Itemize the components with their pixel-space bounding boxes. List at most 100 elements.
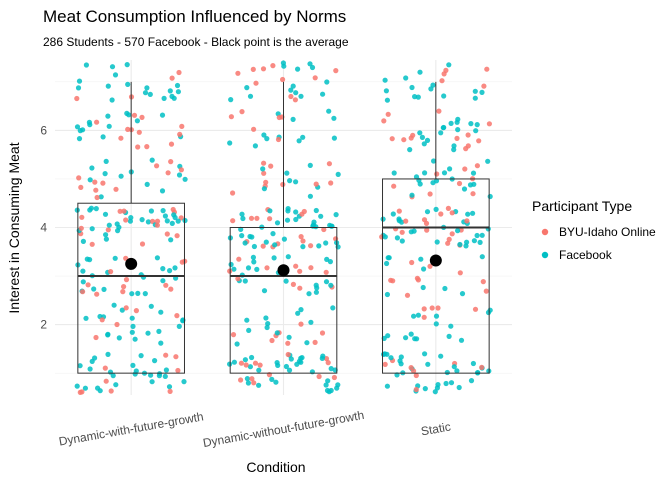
point-facebook <box>152 358 158 364</box>
point-facebook <box>459 291 466 297</box>
point-facebook <box>326 108 332 114</box>
point-facebook <box>313 289 319 295</box>
chart-title: Meat Consumption Influenced by Norms <box>43 7 346 26</box>
point-byu-idaho-online <box>435 305 441 311</box>
point-facebook <box>102 211 109 217</box>
point-byu-idaho-online <box>108 388 114 394</box>
point-facebook <box>160 278 166 284</box>
point-facebook <box>118 173 124 179</box>
point-facebook <box>441 124 447 131</box>
point-facebook <box>420 284 426 291</box>
point-facebook <box>272 242 278 248</box>
point-byu-idaho-online <box>413 386 419 393</box>
point-facebook <box>142 90 149 96</box>
point-facebook <box>106 222 112 228</box>
legend-label: BYU-Idaho Online <box>559 225 656 239</box>
point-facebook <box>422 170 428 176</box>
point-byu-idaho-online <box>326 161 332 167</box>
point-facebook <box>142 291 148 297</box>
point-facebook <box>425 361 431 367</box>
point-byu-idaho-online <box>167 388 173 394</box>
point-byu-idaho-online <box>288 93 294 100</box>
point-facebook <box>472 95 478 101</box>
point-facebook <box>75 85 82 91</box>
point-facebook <box>456 384 462 391</box>
point-facebook <box>110 373 116 379</box>
point-byu-idaho-online <box>154 218 161 224</box>
point-byu-idaho-online <box>396 208 402 214</box>
point-byu-idaho-online <box>389 136 395 142</box>
point-byu-idaho-online <box>252 360 259 366</box>
point-byu-idaho-online <box>312 339 318 345</box>
point-facebook <box>309 64 316 71</box>
point-facebook <box>382 234 388 240</box>
point-byu-idaho-online <box>261 160 267 166</box>
point-byu-idaho-online <box>424 227 430 233</box>
x-axis-label: Condition <box>246 459 305 475</box>
point-facebook <box>328 282 334 288</box>
point-facebook <box>384 97 390 103</box>
point-facebook <box>242 357 248 363</box>
legend-title: Participant Type <box>532 198 632 214</box>
point-byu-idaho-online <box>415 277 421 283</box>
point-facebook <box>285 254 291 260</box>
point-byu-idaho-online <box>290 281 296 287</box>
point-facebook <box>330 305 336 311</box>
point-byu-idaho-online <box>250 66 256 72</box>
x-tick-label: Dynamic-without-future-growth <box>202 408 365 450</box>
point-facebook <box>451 143 457 149</box>
point-facebook <box>283 278 289 284</box>
point-facebook <box>98 194 104 200</box>
point-facebook <box>468 121 474 127</box>
point-byu-idaho-online <box>228 114 234 120</box>
point-facebook <box>163 367 169 373</box>
point-facebook <box>485 158 491 164</box>
point-byu-idaho-online <box>321 226 327 233</box>
point-facebook <box>408 229 414 235</box>
y-axis-ticks: 2 4 6 <box>40 123 47 331</box>
point-facebook <box>159 112 166 118</box>
point-facebook <box>298 93 304 99</box>
point-facebook <box>93 206 99 212</box>
point-byu-idaho-online <box>298 321 304 327</box>
point-byu-idaho-online <box>301 208 307 215</box>
point-facebook <box>443 380 449 387</box>
point-byu-idaho-online <box>462 166 468 172</box>
point-byu-idaho-online <box>93 334 99 341</box>
point-byu-idaho-online <box>436 108 442 114</box>
point-facebook <box>74 207 80 213</box>
point-facebook <box>304 340 310 346</box>
point-facebook <box>80 279 86 285</box>
point-byu-idaho-online <box>480 279 486 285</box>
point-byu-idaho-online <box>139 241 146 247</box>
point-facebook <box>285 206 291 212</box>
point-byu-idaho-online <box>168 141 175 147</box>
point-facebook <box>231 266 237 272</box>
point-facebook <box>76 78 83 84</box>
point-byu-idaho-online <box>92 179 98 185</box>
point-facebook <box>308 319 314 325</box>
point-facebook <box>485 309 492 316</box>
point-byu-idaho-online <box>144 144 150 150</box>
point-facebook <box>147 91 153 97</box>
point-facebook <box>424 209 431 215</box>
point-facebook <box>296 138 302 144</box>
point-facebook <box>470 210 476 216</box>
point-facebook <box>417 181 423 187</box>
point-byu-idaho-online <box>385 111 391 117</box>
point-byu-idaho-online <box>253 80 259 86</box>
point-byu-idaho-online <box>243 362 249 368</box>
point-facebook <box>448 380 455 386</box>
point-facebook <box>105 83 111 89</box>
point-facebook <box>244 317 250 323</box>
point-facebook <box>448 323 454 329</box>
point-facebook <box>428 86 434 92</box>
point-facebook <box>473 128 479 134</box>
point-facebook <box>119 307 125 313</box>
point-byu-idaho-online <box>429 305 435 311</box>
point-facebook <box>384 260 390 267</box>
point-byu-idaho-online <box>103 378 109 384</box>
point-facebook <box>134 118 140 124</box>
point-facebook <box>182 217 188 224</box>
point-facebook <box>470 170 477 176</box>
